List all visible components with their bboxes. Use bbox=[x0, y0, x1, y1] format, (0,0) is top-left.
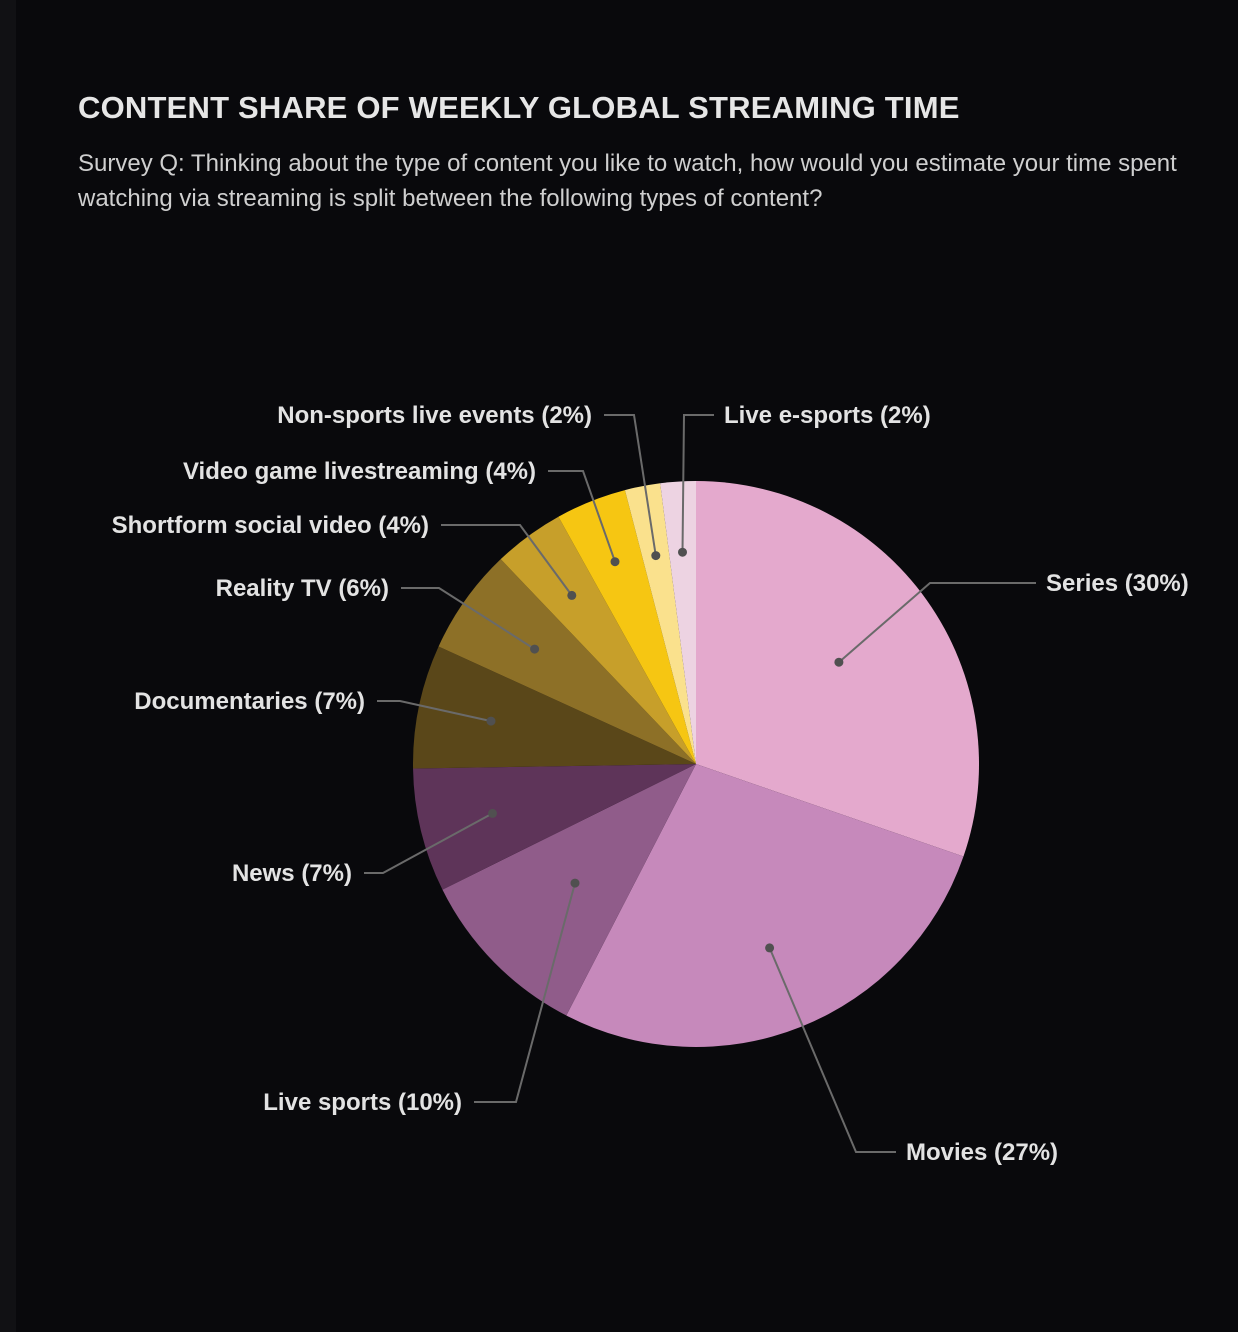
pie-slice-news bbox=[413, 764, 696, 890]
leader-line-live-sports bbox=[474, 882, 576, 1103]
left-edge-strip bbox=[0, 0, 16, 1332]
leader-line-series bbox=[838, 582, 1036, 663]
leader-dot-documentaries bbox=[486, 716, 496, 726]
pie-slice-live-e-sports bbox=[660, 481, 696, 764]
leader-dot-movies bbox=[765, 943, 775, 953]
slice-label-live-sports: Live sports (10%) bbox=[263, 1089, 462, 1116]
leader-line-non-sports-live-events bbox=[604, 414, 657, 556]
slice-label-movies: Movies (27%) bbox=[906, 1139, 1058, 1166]
leader-line-shortform-social-video bbox=[441, 524, 573, 596]
pie-slice-live-sports bbox=[442, 764, 696, 1016]
chart-title: CONTENT SHARE OF WEEKLY GLOBAL STREAMING… bbox=[78, 90, 960, 125]
pie-slice-reality-tv bbox=[438, 559, 696, 764]
pie-slice-series bbox=[696, 481, 980, 857]
pie-slice-non-sports-live-events bbox=[624, 483, 696, 764]
slice-label-video-game-livestreaming: Video game livestreaming (4%) bbox=[183, 458, 536, 485]
leader-dot-live-e-sports bbox=[678, 547, 687, 557]
pie-slice-shortform-social-video bbox=[500, 516, 696, 764]
slice-label-live-e-sports: Live e-sports (2%) bbox=[724, 402, 931, 429]
slice-label-shortform-social-video: Shortform social video (4%) bbox=[112, 512, 429, 539]
leader-dot-live-sports bbox=[570, 878, 580, 888]
leader-dot-reality-tv bbox=[530, 644, 540, 654]
chart-subtitle: Survey Q: Thinking about the type of con… bbox=[78, 150, 1177, 212]
slice-label-reality-tv: Reality TV (6%) bbox=[216, 575, 389, 602]
leader-line-documentaries bbox=[377, 700, 492, 723]
leader-line-reality-tv bbox=[401, 587, 536, 650]
leader-dot-series bbox=[834, 657, 844, 667]
slice-labels: Series (30%) Movies (27%) Live sports (10%… bbox=[112, 402, 1189, 1166]
leader-dot-shortform-social-video bbox=[567, 590, 577, 600]
leader-dot-non-sports-live-events bbox=[651, 551, 661, 561]
leader-dot-video-game-livestreaming bbox=[610, 557, 620, 567]
leader-line-movies bbox=[768, 947, 896, 1153]
slice-label-documentaries: Documentaries (7%) bbox=[134, 688, 365, 715]
leader-dot-news bbox=[488, 808, 497, 818]
pie-slice-movies bbox=[566, 764, 964, 1048]
slice-label-non-sports-live-events: Non-sports live events (2%) bbox=[277, 402, 592, 429]
leader-lines bbox=[364, 414, 1036, 1153]
slice-label-series: Series (30%) bbox=[1046, 570, 1189, 597]
leader-line-video-game-livestreaming bbox=[548, 470, 616, 563]
leader-line-live-e-sports bbox=[681, 414, 714, 553]
leader-line-news bbox=[364, 812, 493, 874]
slice-label-news: News (7%) bbox=[232, 860, 352, 887]
pie-slice-video-game-livestreaming bbox=[558, 490, 696, 764]
pie-slice-documentaries bbox=[413, 646, 696, 769]
pie-slices bbox=[413, 481, 980, 1048]
